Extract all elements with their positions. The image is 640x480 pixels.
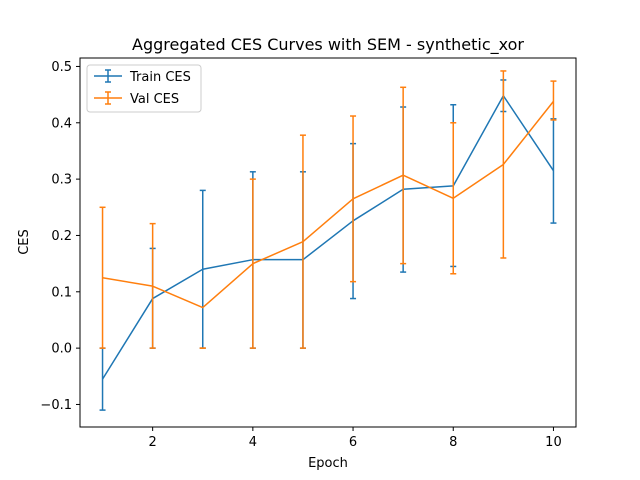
x-axis-title: Epoch xyxy=(308,456,348,471)
y-tick-label: 0.3 xyxy=(51,173,72,188)
plot-area xyxy=(99,70,557,411)
axes-frame xyxy=(79,57,577,428)
y-tick-label: 0.1 xyxy=(51,285,72,300)
y-tick-label: 0.2 xyxy=(51,229,72,244)
x-axis: 2 4 6 8 10 xyxy=(149,427,562,450)
series-val xyxy=(99,70,557,349)
y-tick-label: 0.4 xyxy=(51,116,72,131)
x-tick-label: 10 xyxy=(545,435,562,450)
y-tick-label: 0.0 xyxy=(51,342,72,357)
x-tick-label: 4 xyxy=(249,435,257,450)
series-line xyxy=(102,100,555,309)
y-tick-label: −0.1 xyxy=(40,398,72,413)
legend-entry-train: Train CES xyxy=(94,69,191,85)
y-axis-title: CES xyxy=(17,229,32,255)
legend-val-label: Val CES xyxy=(130,92,179,107)
legend-train-label: Train CES xyxy=(129,70,191,85)
x-tick-label: 8 xyxy=(449,435,457,450)
series-line xyxy=(101,95,555,380)
x-tick-label: 2 xyxy=(149,435,157,450)
x-tick-label: 6 xyxy=(349,435,357,450)
chart-title: Aggregated CES Curves with SEM - synthet… xyxy=(132,35,524,55)
legend-entry-val: Val CES xyxy=(94,91,179,107)
legend: Train CES Val CES xyxy=(86,64,202,113)
y-axis: −0.1 0.0 0.1 0.2 0.3 0.4 0.5 xyxy=(40,60,80,413)
y-tick-label: 0.5 xyxy=(51,60,72,75)
